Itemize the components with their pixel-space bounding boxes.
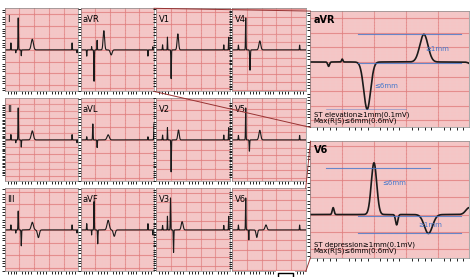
Text: ≥1mm: ≥1mm [419,222,442,228]
Text: ST elevation≥1mm(0.1mV): ST elevation≥1mm(0.1mV) [314,112,409,118]
Text: ST depression≥1mm(0.1mV): ST depression≥1mm(0.1mV) [314,242,415,248]
Text: ≥1mm: ≥1mm [425,46,449,52]
Text: V5: V5 [235,105,246,114]
Text: V2: V2 [159,105,170,114]
Text: aVR: aVR [314,15,335,25]
Text: II: II [7,105,12,114]
Text: V1: V1 [159,15,170,24]
Text: I: I [7,15,9,24]
Text: ≤6mm: ≤6mm [374,83,398,89]
Text: V4: V4 [235,15,246,24]
Text: III: III [7,195,14,204]
Text: Max(R|S)≤6mm(0.6mV): Max(R|S)≤6mm(0.6mV) [314,118,397,125]
Text: V3: V3 [159,195,170,204]
Text: V6: V6 [235,195,246,204]
Text: aVL: aVL [83,105,98,114]
Text: aVR: aVR [83,15,100,24]
Text: ≤6mm: ≤6mm [382,181,406,186]
Text: Max(R|S)≤6mm(0.6mV): Max(R|S)≤6mm(0.6mV) [314,248,397,255]
Text: V6: V6 [314,145,328,155]
Text: aVF: aVF [83,195,99,204]
